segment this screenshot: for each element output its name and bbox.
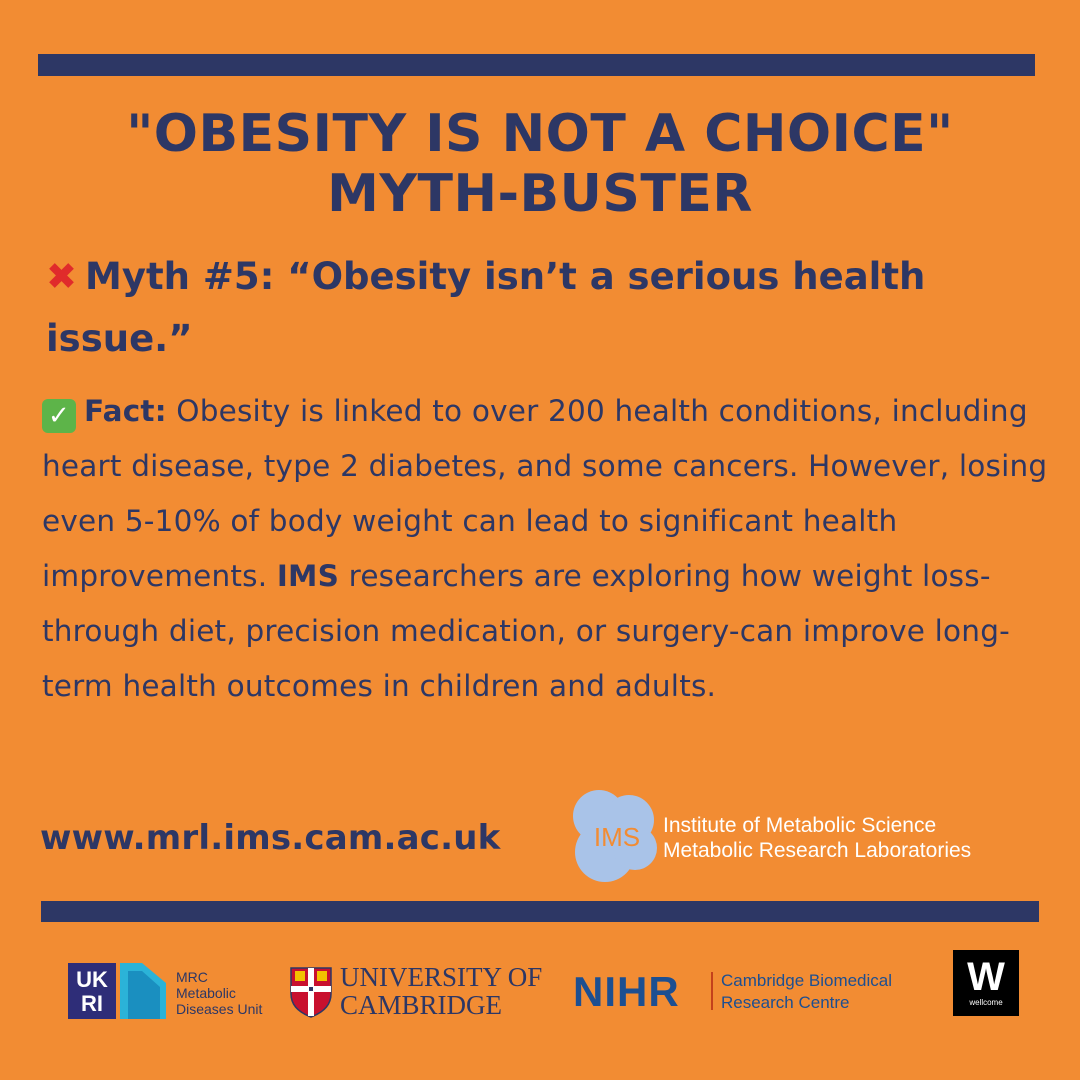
title-line-1: "OBESITY IS NOT A CHOICE" [126,104,954,164]
page-title: "OBESITY IS NOT A CHOICE" MYTH-BUSTER [0,104,1080,224]
fact-text-before: Obesity is linked to over 200 health con… [42,394,1048,593]
bottom-divider-bar [41,901,1039,922]
university-of-cambridge-wordmark: UNIVERSITY OF CAMBRIDGE [340,963,542,1019]
cambridge-shield-icon [290,967,332,1018]
fact-emphasis-ims: IMS [276,559,340,593]
fact-label: Fact: [84,394,167,428]
myth-statement: ✖ Myth #5: “Obesity isn’t a serious healt… [46,246,1036,370]
cambridge-line-2: CAMBRIDGE [340,990,503,1020]
ims-name-line-1: Institute of Metabolic Science [663,814,937,837]
nihr-centre-name: Cambridge Biomedical Research Centre [721,970,892,1014]
myth-text: Myth #5: “Obesity isn’t a serious health… [46,255,926,360]
nihr-separator [711,972,713,1010]
ims-institute-name: Institute of Metabolic Science Metabolic… [663,813,971,863]
svg-text:RI: RI [81,991,103,1016]
ims-name-line-2: Metabolic Research Laboratories [663,839,972,862]
top-divider-bar [38,54,1035,76]
mrc-unit-name: MRC Metabolic Diseases Unit [176,969,262,1017]
nihr-logo: NIHR [573,968,680,1015]
check-mark-icon: ✓ [42,399,76,433]
ukri-logo: UK RI [68,963,166,1019]
website-link[interactable]: www.mrl.ims.cam.ac.uk [40,818,501,858]
nihr-line-1: Cambridge Biomedical [721,971,893,990]
wellcome-name: wellcome [969,998,1003,1007]
ims-logo-text: IMS [594,822,640,852]
fact-text-after: researchers are exploring how weight los… [42,559,1010,703]
nihr-line-2: Research Centre [721,993,850,1012]
cross-mark-icon: ✖ [46,255,78,298]
wellcome-letter: W [967,955,1005,999]
title-line-2: MYTH-BUSTER [327,164,753,224]
fact-paragraph: ✓ Fact: Obesity is linked to over 200 hea… [42,384,1052,714]
mrc-line-1: MRC [176,969,208,985]
svg-text:UK: UK [76,967,108,992]
ims-logo: IMS [573,790,657,882]
mrc-line-2: Metabolic [176,985,236,1001]
cambridge-line-1: UNIVERSITY OF [340,962,543,992]
mrc-line-3: Diseases Unit [176,1001,263,1017]
wellcome-logo: W wellcome [953,950,1019,1016]
